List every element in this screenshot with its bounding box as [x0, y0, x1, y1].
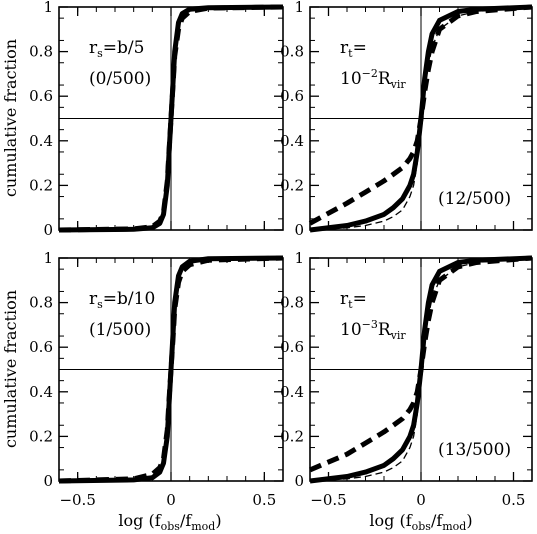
y-axis-label-bottom: cumulative fraction [1, 290, 20, 448]
y-tick-label: 0.4 [280, 132, 304, 150]
x-tick-label: −0.5 [59, 491, 95, 509]
y-tick-label: 0.6 [29, 338, 53, 356]
series-thick-dashed [308, 4, 533, 226]
panel-label-line2: 10−3Rvir [340, 318, 406, 342]
y-tick-label: 1 [43, 0, 53, 16]
series-thin-dashed [58, 257, 284, 482]
series-thick-solid [58, 255, 284, 484]
y-tick-label: 1 [294, 249, 304, 267]
y-tick-label: 0.6 [29, 87, 53, 105]
x-tick-label: 0 [166, 491, 176, 509]
y-tick-label: 0 [294, 472, 304, 490]
series-thick-dashed [58, 255, 284, 484]
y-tick-label: 0.2 [29, 176, 53, 194]
panel-label-line2: 10−2Rvir [340, 67, 406, 91]
y-tick-label: 0.8 [29, 43, 53, 61]
panel-label: rt= [340, 289, 367, 311]
y-tick-label: 0.2 [29, 427, 53, 445]
x-tick-label: 0.5 [252, 491, 276, 509]
y-tick-label: 0.8 [29, 294, 53, 312]
panel-3: 0 0.2 0.4 0.6 0.8 1 −0.5 0 0.5 rs=b/10 (1/500) [29, 249, 284, 509]
y-tick-label: 0 [294, 221, 304, 239]
x-axis-label-right: log (fobs/fmod) [369, 511, 472, 533]
y-tick-label: 0.4 [29, 383, 53, 401]
series-thick-dashed [58, 4, 284, 233]
series-thin-dashed [58, 6, 284, 231]
y-tick-label: 0.4 [280, 383, 304, 401]
outlier-count: (13/500) [438, 440, 511, 460]
y-tick-label: 0.4 [29, 132, 53, 150]
y-tick-label: 1 [294, 0, 304, 16]
panel-label: rs=b/5 [89, 38, 144, 60]
y-tick-label: 0 [43, 472, 53, 490]
outlier-count: (1/500) [89, 320, 151, 340]
outlier-count: (12/500) [438, 189, 511, 209]
series-thick-solid [309, 255, 533, 484]
y-tick-label: 0.6 [280, 87, 304, 105]
y-tick-label: 0.2 [280, 176, 304, 194]
y-tick-label: 0.8 [280, 294, 304, 312]
series-thin-dashed [309, 6, 533, 231]
y-tick-label: 0.2 [280, 427, 304, 445]
y-tick-label: 0 [43, 221, 53, 239]
series-thin-dashed [309, 257, 533, 482]
x-tick-label: 0 [416, 491, 426, 509]
y-tick-label: 1 [43, 249, 53, 267]
panel-label: rt= [340, 38, 367, 60]
y-axis-label-top: cumulative fraction [1, 39, 20, 197]
series-thick-solid [309, 4, 533, 233]
y-tick-label: 0.8 [280, 43, 304, 61]
outlier-count: (0/500) [89, 69, 151, 89]
y-tick-label: 0.6 [280, 338, 304, 356]
panel-label: rs=b/10 [89, 289, 155, 311]
x-tick-label: 0.5 [502, 491, 526, 509]
panel-1: 0 0.2 0.4 0.6 0.8 1 rs=b/5 (0/500) [29, 0, 284, 239]
panel-4: 0 0.2 0.4 0.6 0.8 1 −0.5 0 0.5 rt= 10−3Rvir (13/500… [280, 249, 533, 509]
panel-2: 0 0.2 0.4 0.6 0.8 1 rt= 10−2Rvir (12/500) [280, 0, 533, 239]
x-tick-label: −0.5 [310, 491, 346, 509]
x-axis-label-left: log (fobs/fmod) [118, 511, 221, 533]
